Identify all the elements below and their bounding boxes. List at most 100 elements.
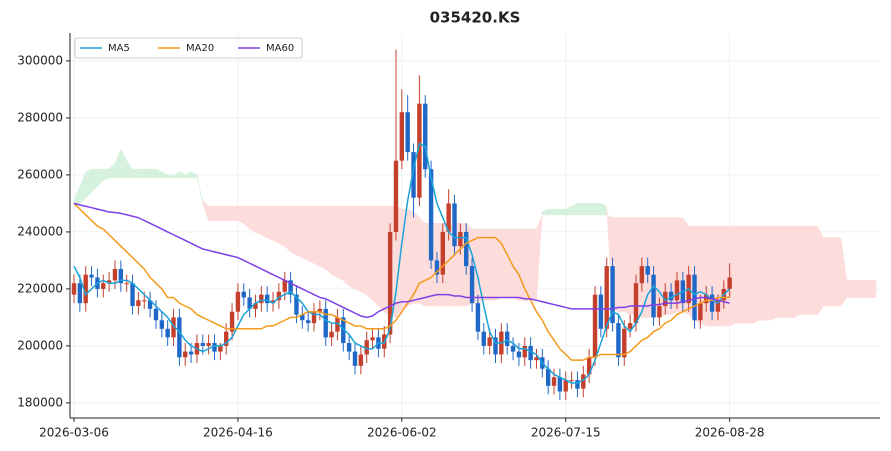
candle-body [329, 331, 334, 338]
candle-body [586, 357, 592, 375]
cloud-segment [501, 228, 508, 298]
x-tick-label: 2026-08-28 [695, 426, 765, 440]
cloud-segment [173, 171, 180, 179]
cloud-segment [196, 174, 204, 204]
candle-body [335, 317, 340, 332]
candle-body [294, 294, 299, 315]
cloud-segment [319, 205, 327, 270]
y-tick-label: 220000 [17, 281, 63, 295]
candle-body [417, 103, 422, 198]
candle-body [106, 280, 112, 284]
candle-body [130, 283, 135, 307]
cloud-segment [231, 205, 239, 221]
x-tick-label: 2026-06-02 [367, 426, 437, 440]
candle-body [241, 291, 246, 298]
candle-body [411, 152, 416, 198]
candle-body [101, 283, 106, 289]
cloud-segment [805, 225, 812, 315]
candle-body [118, 268, 124, 284]
candle-body [446, 203, 451, 232]
cloud-segment [776, 225, 783, 318]
cloud-segment [752, 225, 760, 324]
candle-body [709, 294, 715, 312]
candle-body [235, 291, 241, 312]
cloud-segment [337, 205, 344, 281]
cloud-segment [863, 280, 871, 298]
cloud-segment [372, 205, 379, 307]
candle-body [147, 300, 153, 309]
candle-body [528, 345, 533, 361]
cloud-segment [307, 205, 315, 264]
candle-body [352, 351, 358, 366]
cloud-segment [348, 205, 356, 290]
candle-body [165, 328, 170, 338]
candle-body [434, 260, 440, 275]
candle-body [581, 374, 586, 389]
y-tick-label: 180000 [17, 395, 63, 409]
candle-body [89, 274, 94, 278]
candle-body [551, 377, 557, 386]
cloud-segment [132, 168, 139, 179]
cloud-segment [858, 280, 865, 298]
candle-body [633, 283, 639, 324]
candle-body [440, 231, 446, 275]
candle-body [575, 380, 580, 389]
cloud-segment [618, 217, 625, 313]
candle-body [598, 294, 604, 329]
candle-body [469, 266, 475, 304]
candle-body [153, 308, 159, 321]
y-tick-label: 260000 [17, 167, 63, 181]
candle-body [300, 314, 305, 321]
cloud-segment [828, 237, 836, 307]
candle-body [288, 280, 293, 295]
cloud-segment [220, 205, 227, 221]
cloud-segment [272, 205, 280, 244]
cloud-segment [547, 208, 555, 216]
candle-body [452, 203, 457, 247]
cloud-segment [817, 226, 824, 316]
cloud-segment [846, 280, 853, 298]
x-tick-label: 2026-04-16 [203, 426, 273, 440]
candle-body [341, 317, 346, 344]
candle-body [604, 266, 609, 329]
candle-body [159, 320, 165, 329]
cloud-segment [746, 225, 754, 324]
cloud-segment [79, 171, 87, 205]
candle-body [142, 300, 147, 302]
candle-body [405, 112, 410, 153]
cloud-segment [869, 280, 877, 298]
y-tick-label: 300000 [17, 53, 63, 67]
cloud-segment [582, 203, 590, 216]
candle-body [522, 345, 527, 358]
cloud-segment [342, 205, 350, 287]
candle-body [124, 283, 129, 285]
legend-label: MA60 [266, 43, 294, 54]
candle-body [247, 297, 252, 309]
candle-body [475, 303, 481, 332]
cloud-segment [600, 202, 608, 216]
candle-body [616, 323, 621, 358]
cloud-segment [325, 205, 332, 276]
candle-body [622, 328, 627, 358]
candle-body [516, 351, 522, 358]
ma-line [73, 142, 731, 384]
candle-body [610, 266, 615, 324]
cloud-segment [284, 205, 291, 253]
cloud-segment [623, 217, 631, 316]
cloud-segment [811, 225, 818, 315]
candle-body [458, 231, 463, 247]
cloud-segment [266, 205, 274, 241]
cloud-segment [102, 168, 110, 182]
cloud-segment [360, 205, 368, 296]
x-tick-label: 2026-07-15 [531, 426, 601, 440]
candle-body [545, 368, 551, 386]
candle-body [311, 311, 317, 324]
cloud-segment [512, 228, 520, 301]
candle-body [387, 231, 393, 335]
candle-body [487, 337, 492, 346]
candle-body [370, 337, 375, 341]
candle-body [534, 357, 539, 361]
cloud-segment [155, 168, 163, 179]
chart-title: 035420.KS [430, 9, 521, 27]
cloud-segment [378, 205, 385, 313]
